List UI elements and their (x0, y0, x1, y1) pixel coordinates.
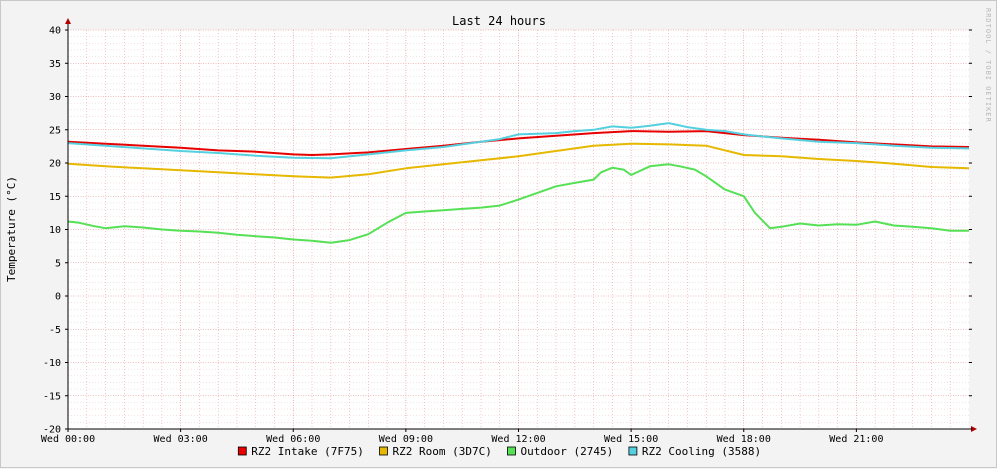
legend-swatch-3 (628, 446, 638, 456)
legend-swatch-1 (379, 446, 388, 456)
y-tick-label: -5 (49, 325, 61, 336)
x-tick-label: Wed 21:00 (829, 434, 883, 445)
chart-title: Last 24 hours (452, 14, 546, 28)
x-axis-arrow (971, 426, 977, 432)
y-tick-label: -20 (43, 425, 61, 436)
x-tick-label: Wed 00:00 (41, 434, 95, 445)
legend-label-2: Outdoor (2745) (521, 445, 614, 458)
legend-swatch-2 (507, 446, 516, 456)
axes (65, 18, 977, 432)
y-tick-label: 35 (49, 59, 61, 70)
y-tick-labels: -20 -15 -10 -5 0 5 10 15 20 25 30 35 40 (43, 26, 61, 436)
y-tick-label: 40 (49, 26, 61, 37)
series-layer (67, 122, 970, 244)
x-tick-label: Wed 12:00 (491, 434, 545, 445)
legend-label-0: RZ2 Intake (7F75) (251, 445, 364, 458)
y-tick-label: 20 (49, 159, 61, 170)
y-tick-label: 15 (49, 192, 61, 203)
x-tick-label: Wed 06:00 (266, 434, 320, 445)
x-tick-label: Wed 09:00 (379, 434, 433, 445)
y-tick-label: 30 (49, 92, 61, 103)
y-axis-label: Temperature (°C) (5, 176, 18, 282)
y-tick-label: -15 (43, 391, 61, 402)
y-tick-label: 5 (55, 258, 61, 269)
series-line-3 (67, 122, 970, 160)
y-axis-arrow (65, 18, 71, 24)
x-tick-label: Wed 15:00 (604, 434, 658, 445)
y-tick-label: -10 (43, 358, 61, 369)
y-tick-label: 10 (49, 225, 61, 236)
legend-label-3: RZ2 Cooling (3588) (642, 445, 761, 458)
x-tick-label: Wed 18:00 (717, 434, 771, 445)
x-tick-label: Wed 03:00 (154, 434, 208, 445)
legend: RZ2 Intake (7F75) RZ2 Room (3D7C) Outdoor … (237, 445, 761, 458)
x-tick-labels: Wed 00:00 Wed 03:00 Wed 06:00 Wed 09:00 Wed … (41, 434, 884, 445)
y-tick-label: 25 (49, 125, 61, 136)
major-grid (68, 29, 969, 429)
y-tick-label: 0 (55, 292, 61, 303)
legend-label-1: RZ2 Room (3D7C) (393, 445, 492, 458)
watermark: RRDTOOL / TOBI OETIKER (984, 8, 992, 123)
legend-swatch-0 (237, 446, 247, 456)
series-line-1 (67, 142, 970, 179)
series-line-2 (67, 163, 969, 244)
